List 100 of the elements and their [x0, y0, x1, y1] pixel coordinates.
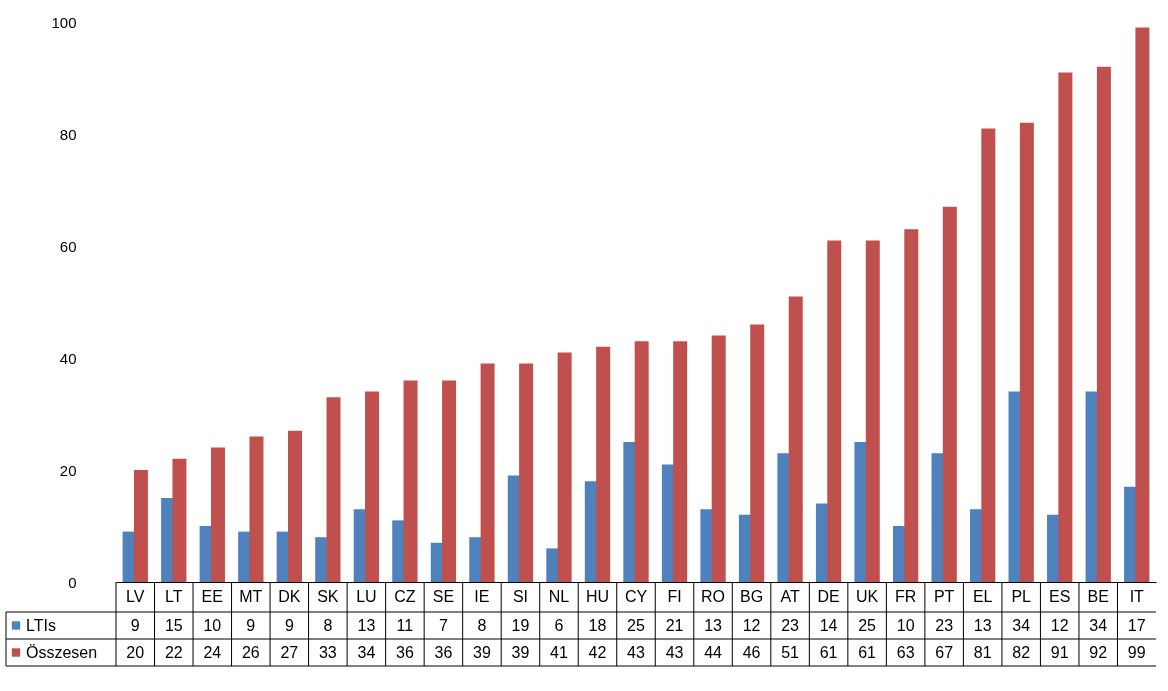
bar	[788, 296, 803, 582]
bar	[403, 380, 418, 582]
x-tick-label: CZ	[394, 587, 416, 605]
x-tick-label: DE	[817, 587, 840, 605]
x-tick-label: AT	[780, 587, 800, 605]
data-label: 8	[323, 616, 333, 634]
bar	[865, 240, 880, 582]
x-tick-label: MT	[239, 587, 263, 605]
data-label: 39	[473, 643, 491, 661]
data-label: 12	[1050, 616, 1069, 634]
bar	[634, 341, 649, 582]
data-label: 43	[665, 643, 684, 661]
bar	[326, 397, 341, 582]
data-label: 17	[1127, 616, 1146, 634]
bar	[1058, 72, 1073, 582]
data-label: 61	[858, 643, 877, 661]
data-label: 14	[819, 616, 838, 634]
x-tick-label: SK	[317, 587, 339, 605]
x-tick-label: LT	[165, 587, 183, 605]
y-tick-label: 0	[68, 573, 77, 591]
data-label: 20	[126, 643, 145, 661]
bar	[750, 324, 765, 582]
data-label: 13	[704, 616, 723, 634]
x-tick-label: ES	[1049, 587, 1071, 605]
data-label: 9	[284, 616, 294, 634]
data-label: 25	[858, 616, 877, 634]
bar	[133, 470, 148, 582]
bar	[1135, 27, 1150, 582]
data-label: 61	[819, 643, 838, 661]
data-label: 22	[164, 643, 183, 661]
bar	[172, 458, 187, 582]
data-label: 99	[1127, 643, 1146, 661]
data-label: 36	[434, 643, 453, 661]
x-tick-label: EE	[201, 587, 223, 605]
y-tick-label: 60	[59, 237, 77, 255]
data-label: 15	[164, 616, 183, 634]
y-tick-label: 20	[59, 461, 77, 479]
bar	[288, 430, 302, 582]
data-label: 44	[704, 643, 723, 661]
bar	[249, 436, 264, 582]
x-tick-label: LU	[356, 587, 377, 605]
data-label: 13	[973, 616, 992, 634]
x-tick-label: FR	[894, 587, 917, 605]
x-tick-label: BG	[739, 587, 764, 605]
bar	[480, 363, 495, 582]
x-tick-label: PT	[933, 587, 955, 605]
bar	[365, 391, 380, 582]
x-tick-label: IT	[1129, 587, 1145, 605]
data-label: 67	[935, 643, 954, 661]
bar	[981, 128, 996, 582]
data-label: 10	[896, 616, 915, 634]
bar	[596, 346, 611, 582]
x-tick-label: FI	[667, 587, 682, 605]
data-label: 24	[203, 643, 222, 661]
y-tick-label: 40	[59, 349, 77, 367]
x-tick-label: HU	[585, 587, 610, 605]
bar	[942, 206, 957, 582]
data-label: 82	[1012, 643, 1031, 661]
data-label: 33	[318, 643, 337, 661]
x-tick-label: EL	[972, 587, 993, 605]
x-tick-label: SE	[432, 587, 455, 605]
bar	[711, 335, 726, 582]
data-label: 7	[438, 616, 448, 634]
x-tick-label: PL	[1011, 587, 1032, 605]
x-tick-label: IE	[474, 587, 490, 605]
bar	[1096, 66, 1111, 582]
data-label: 23	[781, 616, 800, 634]
legend-label: LTIs	[26, 616, 56, 634]
y-tick-label: 100	[51, 13, 77, 31]
data-label: 6	[554, 616, 564, 634]
data-label: 51	[781, 643, 800, 661]
x-tick-label: CY	[624, 587, 648, 605]
data-label: 18	[588, 616, 607, 634]
bar	[673, 341, 688, 582]
data-label: 34	[1012, 616, 1031, 634]
x-tick-label: RO	[701, 587, 726, 605]
data-label: 8	[477, 616, 487, 634]
x-tick-label: UK	[855, 587, 879, 605]
data-label: 19	[511, 616, 530, 634]
data-label: 21	[665, 616, 684, 634]
data-label: 92	[1089, 643, 1108, 661]
y-tick-label: 80	[59, 125, 77, 143]
data-label: 81	[973, 643, 992, 661]
x-tick-label: SI	[512, 587, 529, 605]
data-label: 27	[280, 643, 299, 661]
x-tick-label: NL	[548, 587, 570, 605]
data-label: 36	[395, 643, 414, 661]
data-label: 91	[1050, 643, 1069, 661]
x-tick-label: LV	[126, 587, 145, 605]
data-label: 34	[357, 643, 376, 661]
data-label: 43	[627, 643, 645, 661]
data-label: 46	[742, 643, 761, 661]
data-label: 13	[357, 616, 376, 634]
bar	[1019, 122, 1034, 582]
data-label: 9	[130, 616, 140, 634]
bar	[442, 380, 457, 582]
bar	[210, 447, 225, 582]
x-tick-label: DK	[278, 587, 301, 605]
data-label: 42	[588, 643, 607, 661]
data-label: 10	[203, 616, 222, 634]
